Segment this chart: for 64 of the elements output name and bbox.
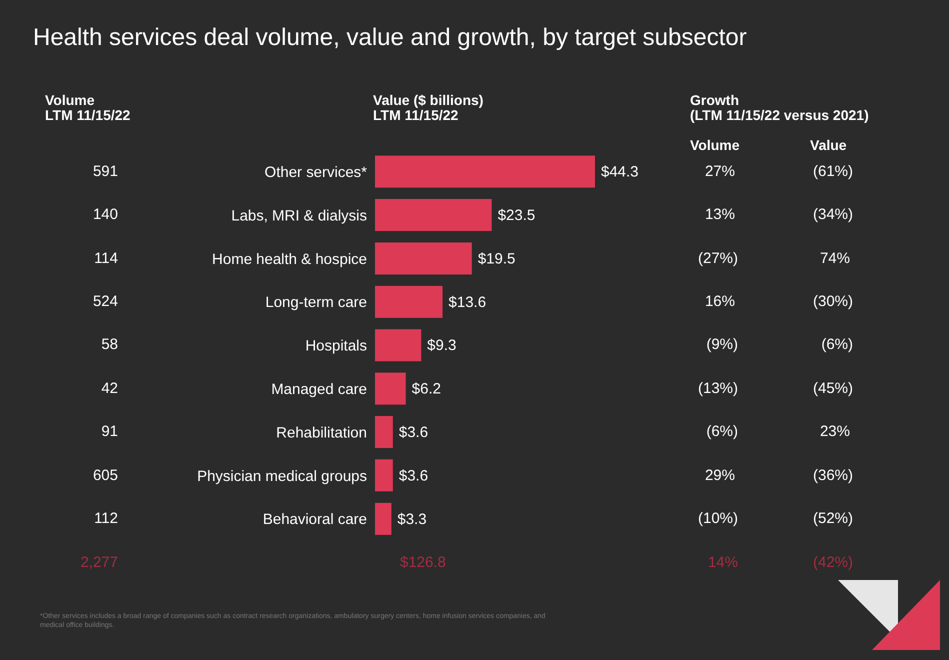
- data-label: (30%): [812, 292, 853, 310]
- data-label: (34%): [812, 206, 853, 224]
- bar: [375, 156, 595, 188]
- bar: [375, 459, 393, 492]
- data-label: $23.5: [498, 207, 536, 224]
- text: 2,277: [79, 553, 118, 573]
- y-tick-label: Rehabilitation: [276, 424, 367, 442]
- data-label: $19.5: [478, 250, 516, 268]
- data-label: 74%: [820, 250, 850, 266]
- data-label: (6%): [821, 336, 853, 354]
- bar: [375, 502, 392, 535]
- data-label: 605: [92, 466, 118, 486]
- y-tick-label: Long-term care: [265, 294, 367, 312]
- data-label: 27%: [704, 162, 735, 180]
- bar: [375, 199, 492, 232]
- data-label: 42: [100, 378, 118, 399]
- data-label: 23%: [820, 423, 850, 440]
- text: Growth (LTM 11/15/22 versus 2021): [690, 92, 869, 123]
- data-label: 114: [93, 248, 118, 268]
- data-label: $44.3: [600, 164, 638, 181]
- bar: [375, 329, 422, 362]
- text: Volume LTM 11/15/22: [45, 92, 130, 123]
- chart-subtitle: Value ($ billions) LTM 11/15/22: [373, 92, 484, 123]
- data-label: 13%: [704, 205, 736, 226]
- text: Volume: [690, 137, 740, 153]
- data-label: $13.6: [448, 294, 486, 311]
- y-tick-label: Other services*: [264, 164, 368, 182]
- text: (42%): [812, 554, 853, 571]
- text: $126.8: [400, 553, 446, 573]
- bar: [375, 286, 443, 318]
- bar: [375, 242, 472, 274]
- bar: [375, 372, 406, 405]
- text: 14%: [706, 553, 738, 573]
- data-label: (45%): [812, 380, 853, 397]
- data-label: 591: [92, 162, 118, 182]
- text: Value: [810, 137, 847, 153]
- data-label: (36%): [812, 466, 853, 484]
- y-tick-label: Managed care: [271, 381, 367, 398]
- y-tick-label: Behavioral care: [262, 511, 367, 528]
- data-label: (6%): [705, 422, 738, 442]
- data-label: 140: [92, 205, 118, 226]
- bar: [375, 416, 393, 448]
- data-label: (10%): [696, 508, 738, 529]
- data-label: $3.6: [398, 467, 428, 484]
- data-label: 58: [100, 335, 118, 356]
- chart-title: Health services deal volume, value and growth, by target subsector: [33, 24, 747, 52]
- data-label: (61%): [812, 162, 853, 180]
- data-label: $9.3: [427, 337, 456, 354]
- y-tick-label: Physician medical groups: [197, 468, 367, 485]
- data-label: 29%: [704, 466, 736, 486]
- data-label: $3.3: [397, 510, 427, 528]
- y-tick-label: Home health & hospice: [212, 250, 367, 268]
- data-label: $6.2: [412, 380, 441, 398]
- y-tick-label: Hospitals: [305, 338, 367, 355]
- y-tick-label: Labs, MRI & dialysis: [231, 207, 367, 224]
- data-label: 16%: [704, 292, 736, 312]
- data-label: $3.6: [398, 424, 428, 442]
- data-label: (52%): [812, 510, 853, 527]
- data-label: (9%): [705, 335, 738, 356]
- data-label: 112: [93, 508, 118, 529]
- data-label: 524: [92, 292, 118, 312]
- data-label: (13%): [696, 378, 738, 399]
- data-label: 91: [100, 422, 118, 442]
- data-label: (27%): [696, 248, 738, 268]
